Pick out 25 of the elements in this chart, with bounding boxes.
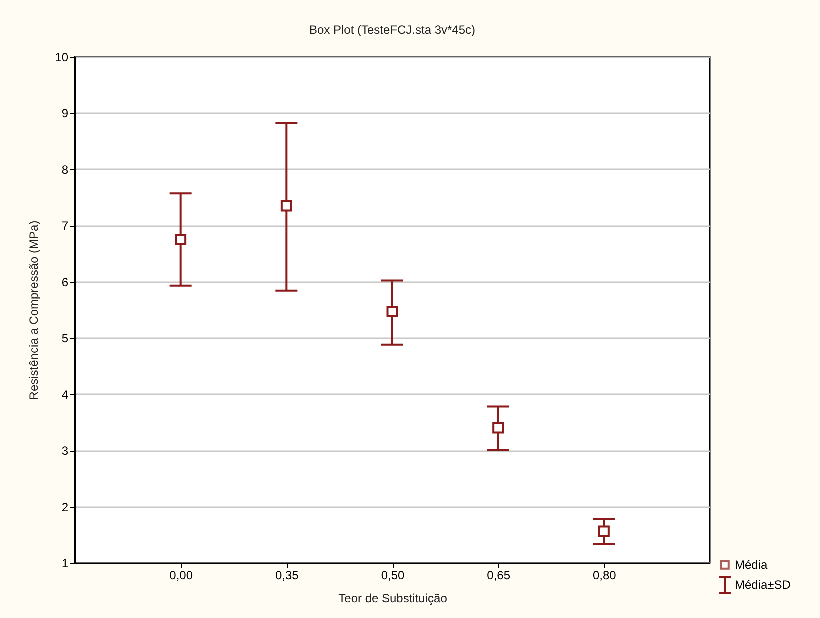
point <box>175 234 187 246</box>
y-axis-title: Resistência a Compressão (MPa) <box>27 220 42 400</box>
y-tick-label: 6 <box>62 275 69 290</box>
point <box>386 306 398 318</box>
x-tick-label: 0,35 <box>275 568 300 582</box>
x-tick-label: 0,80 <box>592 568 617 582</box>
legend-label: Média <box>735 558 768 572</box>
y-tick-label: 5 <box>62 332 69 346</box>
x-tick-label: 0,00 <box>170 568 194 582</box>
x-tick-label: 0,65 <box>487 568 511 582</box>
x-tick-label: 0,50 <box>381 568 405 582</box>
y-tick-label: 2 <box>62 500 69 514</box>
y-tick-label: 10 <box>55 50 69 64</box>
point <box>280 200 292 212</box>
text: Média±SD <box>735 578 792 592</box>
y-tick-label: 1 <box>62 556 69 570</box>
y-tick-label: 7 <box>62 219 69 234</box>
point <box>492 422 504 434</box>
chart-title: Box Plot (TesteFCJ.sta 3v*45c) <box>309 23 476 37</box>
x-axis-title: Teor de Substituição <box>338 592 448 606</box>
y-tick-label: 3 <box>62 444 69 458</box>
y-tick-label: 8 <box>62 162 69 177</box>
y-tick-label: 4 <box>62 388 69 402</box>
y-tick-label: 9 <box>62 106 69 121</box>
point <box>598 526 610 538</box>
